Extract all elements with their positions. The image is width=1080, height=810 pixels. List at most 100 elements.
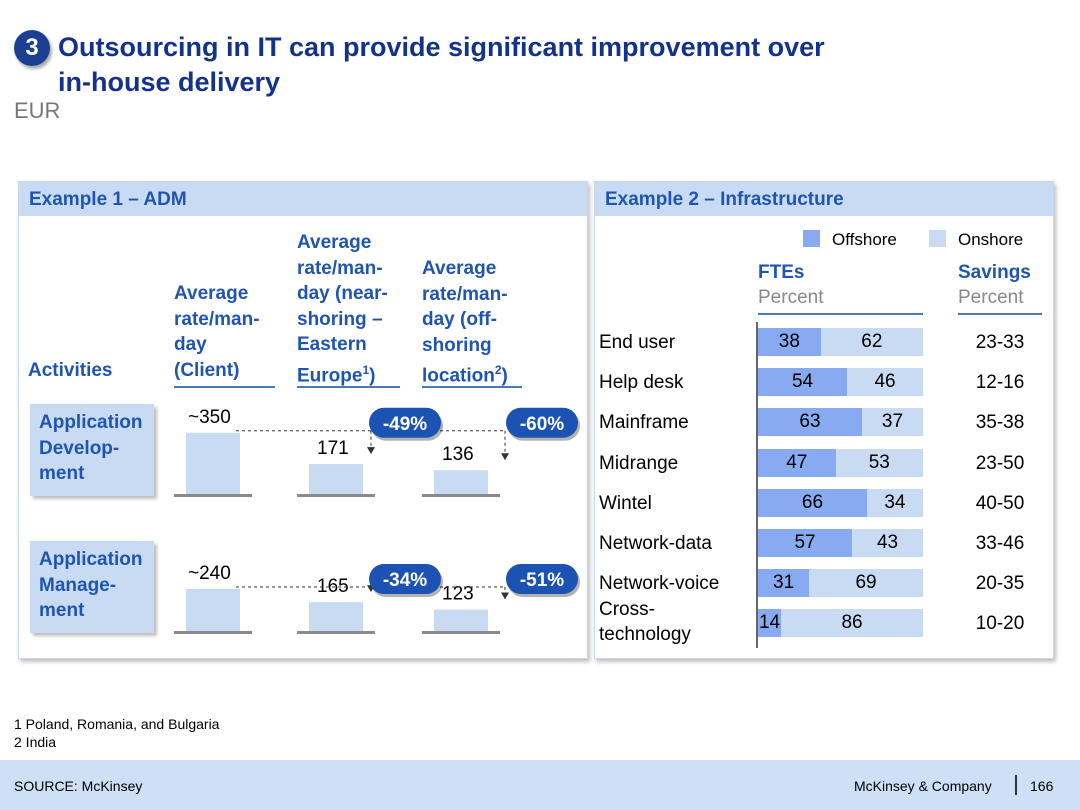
legend-onshore-swatch bbox=[929, 230, 946, 247]
footnote-ref-1: 1 bbox=[362, 362, 370, 377]
activity-label-line: Application bbox=[39, 412, 143, 433]
adm-baseline bbox=[422, 494, 500, 497]
example2-header: Example 2 – Infrastructure bbox=[595, 182, 1053, 216]
col-off-header: Average rate/man- day (off- shoring loca… bbox=[422, 256, 542, 389]
infra-row-label: Cross-technology bbox=[599, 597, 691, 647]
infra-row-label: Wintel bbox=[599, 491, 652, 516]
activity-application-development: Application Develop- ment bbox=[30, 404, 154, 496]
footer-separator bbox=[1015, 775, 1017, 795]
col-client-line: rate/man- bbox=[174, 308, 260, 330]
infra-row-label-line: Mainframe bbox=[599, 412, 689, 434]
infra-row-label-line: Network-voice bbox=[599, 573, 720, 595]
footnote-1: 1 Poland, Romania, and Bulgaria bbox=[14, 716, 220, 732]
reduction-pill-bg bbox=[369, 407, 441, 438]
adm-arrow-head bbox=[367, 447, 375, 455]
col-off-line: Average bbox=[422, 258, 497, 279]
col-near-line: day (near- bbox=[297, 283, 388, 304]
col-off-line: shoring bbox=[422, 334, 492, 356]
reduction-pill-bg bbox=[506, 564, 578, 594]
adm-bar bbox=[434, 609, 488, 631]
savings-value: 23-50 bbox=[975, 452, 1025, 474]
infra-row-label: Network-data bbox=[599, 531, 712, 556]
ftes-title: FTEs bbox=[758, 262, 805, 283]
col-client-line: (Client) bbox=[174, 359, 240, 381]
reduction-pill: -60% bbox=[506, 407, 580, 441]
adm-bar bbox=[186, 589, 240, 631]
adm-value-label: 123 bbox=[442, 583, 474, 604]
savings-value: 20-35 bbox=[975, 573, 1025, 595]
col-off-line: location2) bbox=[422, 358, 542, 389]
offshore-bar: 14 bbox=[758, 609, 782, 638]
title-line-2: in-house delivery bbox=[58, 67, 281, 97]
onshore-bar: 53 bbox=[835, 448, 923, 477]
col-near-line-text: Europe bbox=[297, 364, 363, 386]
savings-value: 12-16 bbox=[975, 372, 1025, 394]
onshore-bar: 46 bbox=[847, 368, 923, 397]
col-off-underline bbox=[422, 386, 522, 388]
reduction-pill-bg bbox=[369, 564, 441, 594]
offshore-bar: 66 bbox=[758, 488, 867, 517]
reduction-pill: -49% bbox=[369, 407, 443, 441]
onshore-bar: 86 bbox=[781, 609, 923, 638]
col-client-line: Average bbox=[174, 283, 249, 304]
example1-header: Example 1 – ADM bbox=[19, 182, 587, 216]
infra-row-label-line: End user bbox=[599, 332, 676, 353]
activity-label-line: Manage- bbox=[39, 574, 117, 596]
onshore-bar: 69 bbox=[809, 569, 923, 598]
page-number: 166 bbox=[1030, 778, 1054, 794]
onshore-bar: 43 bbox=[852, 529, 923, 557]
infra-row-label-line: Cross- bbox=[599, 599, 655, 621]
activities-header: Activities bbox=[28, 360, 113, 381]
adm-bar bbox=[309, 602, 363, 631]
col-near-underline bbox=[297, 386, 400, 388]
savings-value: 10-20 bbox=[975, 613, 1025, 635]
adm-baseline bbox=[297, 631, 375, 634]
adm-bar bbox=[434, 470, 488, 494]
col-off-line-text: location bbox=[422, 365, 495, 387]
col-near-line: Europe1) bbox=[297, 358, 417, 389]
col-client-underline bbox=[174, 386, 275, 388]
offshore-bar: 31 bbox=[758, 569, 810, 598]
col-off-line: day (off- bbox=[422, 309, 497, 330]
savings-underline bbox=[958, 313, 1042, 315]
footnote-2: 2 India bbox=[14, 734, 57, 750]
ftes-underline bbox=[758, 313, 923, 315]
onshore-bar: 37 bbox=[861, 408, 923, 437]
col-client-line: day bbox=[174, 334, 207, 355]
reduction-pill-label: -34% bbox=[383, 570, 427, 591]
infra-row-label-line: Help desk bbox=[599, 372, 684, 394]
adm-value-label: ~350 bbox=[188, 407, 231, 428]
infra-row-label-line: Wintel bbox=[599, 492, 652, 514]
activity-application-management: Application Manage- ment bbox=[30, 541, 154, 633]
reduction-pill-label: -51% bbox=[520, 570, 564, 591]
col-off-line: rate/man- bbox=[422, 283, 508, 305]
offshore-bar: 57 bbox=[758, 529, 853, 557]
slide-title: Outsourcing in IT can provide significan… bbox=[58, 30, 958, 100]
onshore-bar: 62 bbox=[820, 328, 923, 356]
col-near-line: shoring – bbox=[297, 308, 383, 330]
savings-title: Savings bbox=[958, 262, 1031, 283]
legend-offshore-label: Offshore bbox=[832, 230, 897, 249]
activity-label-line: Application bbox=[39, 549, 143, 570]
savings-subtitle: Percent bbox=[958, 287, 1024, 308]
source-note: SOURCE: McKinsey bbox=[14, 778, 143, 794]
savings-value: 23-33 bbox=[975, 332, 1025, 353]
adm-value-label: 171 bbox=[317, 438, 349, 459]
offshore-bar: 54 bbox=[758, 368, 848, 397]
col-off-paren: ) bbox=[501, 365, 508, 387]
adm-bar bbox=[309, 464, 363, 494]
col-near-line: Average bbox=[297, 232, 372, 253]
activity-label-line: ment bbox=[39, 463, 85, 484]
ftes-subtitle: Percent bbox=[758, 287, 824, 308]
adm-value-label: 136 bbox=[442, 444, 474, 465]
section-number-badge: 3 bbox=[14, 30, 50, 66]
col-near-header: Average rate/man- day (near- shoring – E… bbox=[297, 230, 417, 388]
infra-axis-line bbox=[756, 322, 758, 648]
offshore-bar: 63 bbox=[758, 408, 862, 437]
reduction-pill-bg bbox=[506, 407, 578, 438]
activity-label-line: ment bbox=[39, 600, 85, 621]
company-name: McKinsey & Company bbox=[854, 778, 992, 794]
footer-bar bbox=[0, 760, 1080, 810]
